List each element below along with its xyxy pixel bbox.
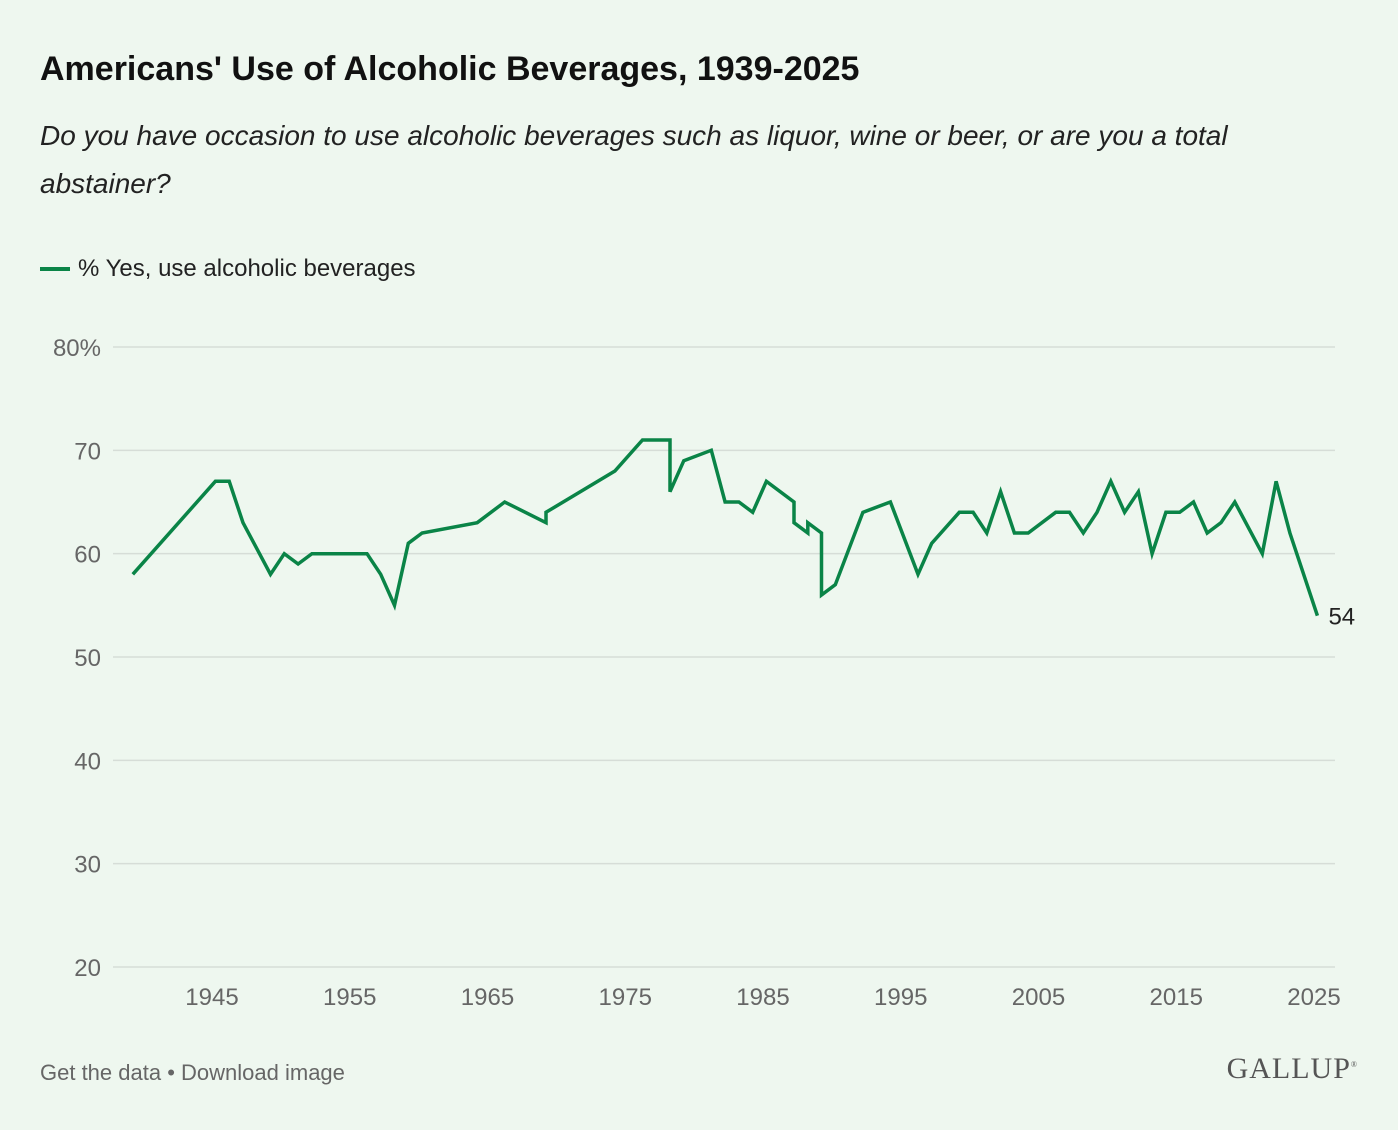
legend: % Yes, use alcoholic beverages — [40, 255, 416, 283]
y-tick-label: 80% — [53, 335, 101, 362]
footer-separator: • — [161, 1060, 182, 1085]
x-tick-label: 2015 — [1150, 984, 1203, 1011]
footer-links: Get the data • Download image — [40, 1060, 345, 1086]
x-tick-label: 2025 — [1287, 984, 1340, 1011]
x-tick-label: 1995 — [874, 984, 927, 1011]
y-tick-label: 50 — [74, 645, 101, 672]
x-tick-label: 1965 — [461, 984, 514, 1011]
series-line — [131, 438, 1320, 617]
chart-title: Americans' Use of Alcoholic Beverages, 1… — [40, 50, 860, 88]
y-tick-label: 40 — [74, 748, 101, 775]
legend-label: % Yes, use alcoholic beverages — [78, 255, 416, 282]
x-tick-label: 1945 — [185, 984, 238, 1011]
get-data-link[interactable]: Get the data — [40, 1060, 162, 1085]
y-tick-label: 20 — [74, 955, 101, 982]
x-tick-label: 1955 — [323, 984, 376, 1011]
gallup-logo: GALLUP® — [1226, 1052, 1358, 1085]
end-value-label: 54 — [1328, 604, 1355, 631]
y-tick-label: 30 — [74, 852, 101, 879]
y-tick-label: 70 — [74, 438, 101, 465]
x-tick-label: 2005 — [1012, 984, 1065, 1011]
y-tick-label: 60 — [74, 542, 101, 569]
download-image-link[interactable]: Download image — [181, 1060, 345, 1085]
x-tick-label: 1975 — [599, 984, 652, 1011]
legend-swatch — [40, 267, 70, 271]
chart-subtitle: Do you have occasion to use alcoholic be… — [40, 120, 1228, 199]
x-tick-label: 1985 — [736, 984, 789, 1011]
